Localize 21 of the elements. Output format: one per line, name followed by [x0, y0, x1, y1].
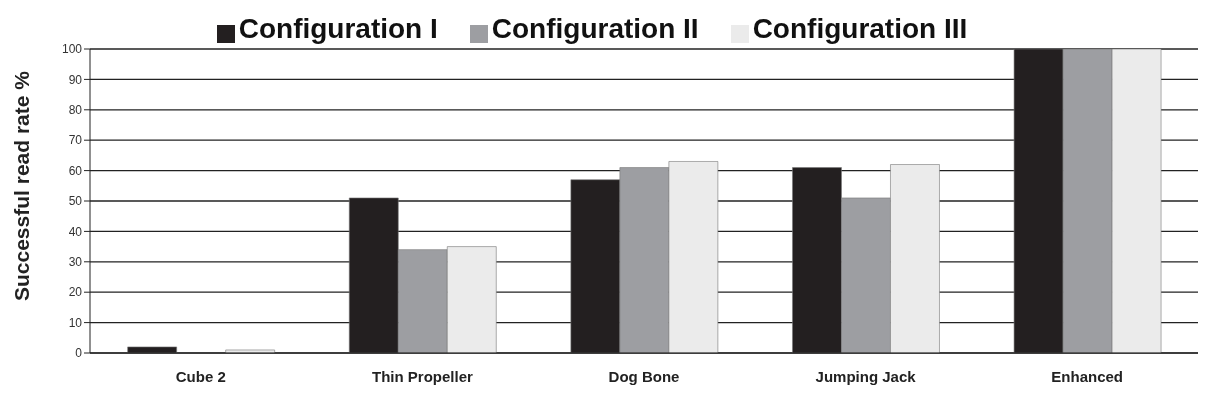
- y-tick-label: 40: [68, 224, 83, 239]
- x-tick-label: Thin Propeller: [371, 367, 473, 385]
- y-axis-title: Successful read rate %: [10, 70, 34, 301]
- legend-label: Configuration II: [491, 13, 699, 44]
- y-tick-label: 30: [68, 255, 83, 270]
- y-tick-label: 100: [61, 42, 83, 57]
- legend-label: Configuration I: [238, 13, 438, 44]
- legend-label: Configuration III: [752, 13, 968, 44]
- y-tick-label: 70: [68, 133, 83, 148]
- x-tick-label: Enhanced: [1051, 367, 1124, 385]
- y-tick-label: 10: [68, 315, 83, 330]
- y-tick-label: 50: [68, 194, 83, 209]
- x-tick-label: Cube 2: [175, 367, 226, 385]
- y-tick-label: 60: [68, 163, 83, 178]
- y-tick-label: 20: [68, 285, 83, 300]
- bar: [225, 349, 275, 353]
- x-tick-label: Jumping Jack: [815, 367, 917, 385]
- y-tick-label: 0: [75, 346, 83, 361]
- y-tick-label: 90: [68, 72, 83, 87]
- y-tick-label: 80: [68, 103, 83, 118]
- x-tick-label: Dog Bone: [608, 367, 680, 385]
